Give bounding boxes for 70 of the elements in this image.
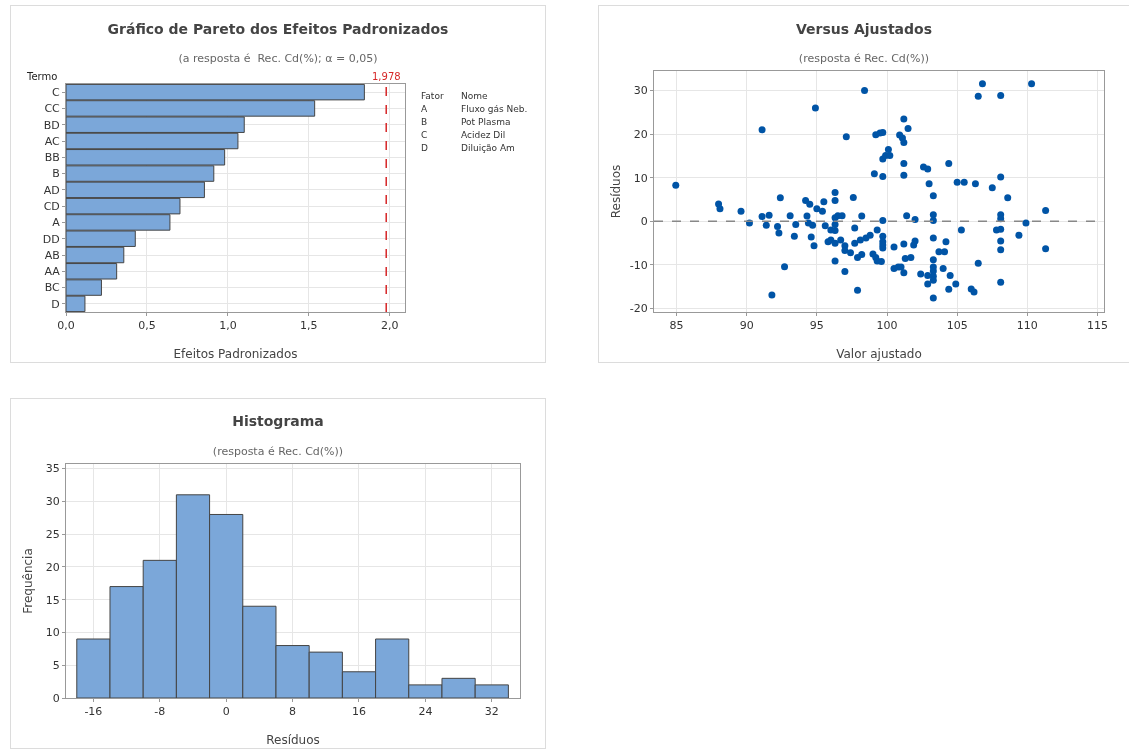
y-tick-label: 20 bbox=[45, 560, 60, 574]
y-tick-label: 5 bbox=[52, 659, 60, 673]
y-tick-label: 15 bbox=[45, 593, 60, 607]
y-axis-title: Termo bbox=[26, 71, 58, 82]
x-tick-label: -8 bbox=[154, 705, 166, 719]
chart-subtitle: (resposta é Rec. Cd(%)) bbox=[212, 444, 344, 458]
y-tick-label: 0 bbox=[52, 691, 60, 705]
x-tick-label: 115 bbox=[1087, 319, 1109, 333]
y-tick-label: B bbox=[52, 167, 60, 181]
x-tick-label: 85 bbox=[669, 319, 684, 333]
y-tick-label: C bbox=[52, 85, 61, 99]
x-axis-title: Resíduos bbox=[266, 733, 320, 747]
x-tick-label: 90 bbox=[739, 319, 754, 333]
y-tick-label: 25 bbox=[45, 527, 60, 541]
x-tick-label: 0 bbox=[222, 705, 230, 719]
x-tick-label: 16 bbox=[351, 705, 366, 719]
chart-subtitle: (a resposta é Rec. Cd(%); α = 0,05) bbox=[178, 51, 378, 65]
x-tick-label: 1,0 bbox=[219, 319, 237, 333]
y-tick-label: A bbox=[52, 216, 61, 230]
x-tick-label: 0,5 bbox=[138, 319, 156, 333]
chart-title: Versus Ajustados bbox=[795, 20, 933, 37]
x-tick-label: 95 bbox=[809, 319, 824, 333]
chart-subtitle: (resposta é Rec. Cd(%)) bbox=[798, 51, 930, 65]
text: Diluição Am bbox=[461, 143, 515, 153]
y-tick-label: AD bbox=[43, 183, 60, 197]
x-tick-label: -16 bbox=[84, 705, 103, 719]
chart-title: Histograma bbox=[232, 413, 324, 430]
y-tick-label: -10 bbox=[629, 258, 648, 272]
x-tick-label: 32 bbox=[484, 705, 499, 719]
y-tick-label: BB bbox=[44, 151, 60, 165]
x-tick-label: 24 bbox=[418, 705, 433, 719]
text: C bbox=[421, 130, 428, 140]
x-tick-label: 8 bbox=[289, 705, 297, 719]
y-tick-label: AC bbox=[44, 134, 61, 148]
y-tick-label: 30 bbox=[45, 495, 60, 509]
x-axis-title: Efeitos Padronizados bbox=[173, 347, 298, 361]
x-tick-label: 105 bbox=[946, 319, 968, 333]
x-tick-label: 0,0 bbox=[57, 319, 75, 333]
ref-line-label: 1,978 bbox=[372, 71, 401, 82]
y-axis-title: Frequência bbox=[21, 548, 35, 614]
x-axis-title: Valor ajustado bbox=[836, 347, 922, 361]
x-tick-label: 110 bbox=[1016, 319, 1038, 333]
chart-title: Gráfico de Pareto dos Efeitos Padronizados bbox=[107, 20, 449, 37]
y-tick-label: D bbox=[51, 297, 60, 311]
x-tick-label: 1,5 bbox=[300, 319, 318, 333]
y-tick-label: 0 bbox=[640, 215, 648, 229]
text: Fluxo gás Neb. bbox=[461, 104, 528, 114]
y-tick-label: -20 bbox=[629, 302, 648, 316]
y-tick-label: BD bbox=[43, 118, 60, 132]
y-tick-label: 35 bbox=[45, 462, 60, 476]
y-tick-label: CD bbox=[43, 199, 60, 213]
y-tick-label: CC bbox=[44, 102, 61, 116]
y-tick-label: 20 bbox=[633, 128, 648, 142]
x-tick-label: 100 bbox=[876, 319, 898, 333]
y-tick-label: BC bbox=[44, 281, 61, 295]
text: Fator bbox=[421, 91, 444, 101]
text: Acidez Dil bbox=[461, 130, 506, 140]
y-tick-label: 10 bbox=[45, 626, 60, 640]
text: B bbox=[421, 117, 428, 127]
x-tick-label: 2,0 bbox=[381, 319, 399, 333]
text: Pot Plasma bbox=[461, 117, 511, 127]
text: A bbox=[421, 104, 428, 114]
text: D bbox=[421, 143, 428, 153]
y-tick-label: DD bbox=[42, 232, 60, 246]
y-tick-label: 30 bbox=[633, 84, 648, 98]
y-axis-title: Resíduos bbox=[609, 164, 623, 219]
y-tick-label: 10 bbox=[633, 171, 648, 185]
y-tick-label: AA bbox=[44, 265, 61, 279]
y-tick-label: AB bbox=[44, 248, 60, 262]
text: Nome bbox=[461, 91, 489, 101]
